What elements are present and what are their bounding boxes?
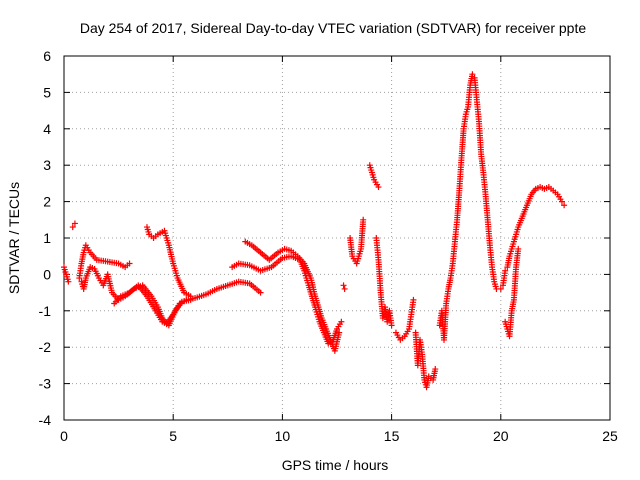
series-arc-3 [76, 242, 133, 282]
y-tick-label: 5 [43, 84, 51, 100]
series-arc-10 [347, 216, 367, 267]
x-tick-label: 15 [384, 428, 400, 444]
data-point [375, 184, 382, 191]
data-point [69, 224, 76, 231]
series-arc-13 [392, 296, 417, 343]
series-arc-16 [502, 245, 522, 340]
series-arc-15 [436, 71, 568, 343]
data-point [65, 278, 72, 285]
series-arc-9 [340, 282, 348, 292]
y-tick-label: 0 [43, 266, 51, 282]
data-point [126, 260, 133, 267]
y-tick-labels: -4 -3 -2 -1 0 1 2 3 4 5 6 [39, 48, 52, 428]
data-point [257, 289, 264, 296]
data-point [515, 245, 522, 252]
y-tick-label: -4 [39, 412, 52, 428]
y-tick-label: 6 [43, 48, 51, 64]
y-tick-label: 3 [43, 157, 51, 173]
series-arc-14 [412, 329, 439, 391]
series-arc-2 [69, 220, 78, 231]
data-point [338, 318, 345, 325]
x-tick-labels: 0 5 10 15 20 25 [60, 428, 618, 444]
x-axis-label: GPS time / hours [282, 457, 389, 473]
y-tick-label: 4 [43, 121, 51, 137]
series-arc-5 [111, 282, 194, 329]
data-point [558, 198, 565, 205]
y-axis-label: SDTVAR / TECUs [6, 182, 22, 294]
y-tick-label: 1 [43, 230, 51, 246]
x-tick-label: 20 [493, 428, 509, 444]
series-arc-1 [61, 264, 72, 285]
chart-title: Day 254 of 2017, Sidereal Day-to-day VTE… [80, 20, 587, 36]
data-point [561, 202, 568, 209]
data-point [341, 285, 348, 292]
y-tick-label: 2 [43, 194, 51, 210]
data-point [336, 329, 343, 336]
axis-ticks [63, 55, 611, 421]
data-point [469, 71, 476, 78]
series-arc-11 [366, 162, 382, 191]
y-tick-label: -3 [39, 376, 52, 392]
data-point [388, 322, 395, 329]
y-tick-label: -1 [39, 303, 52, 319]
y-tick-label: -2 [39, 339, 52, 355]
x-tick-label: 5 [169, 428, 177, 444]
grid [64, 56, 610, 420]
x-tick-label: 10 [275, 428, 291, 444]
series-arc-8 [242, 238, 343, 354]
data-point [187, 293, 194, 300]
data-point [71, 220, 78, 227]
series-arc-6 [143, 224, 194, 300]
x-tick-label: 25 [602, 428, 618, 444]
data-point [502, 267, 509, 274]
data-point [360, 216, 367, 223]
x-tick-label: 0 [60, 428, 68, 444]
data-point [497, 285, 504, 292]
data-point [410, 296, 417, 303]
series-arc-12 [373, 235, 395, 329]
data-points [61, 71, 568, 391]
data-point [340, 282, 347, 289]
data-point [432, 366, 439, 373]
